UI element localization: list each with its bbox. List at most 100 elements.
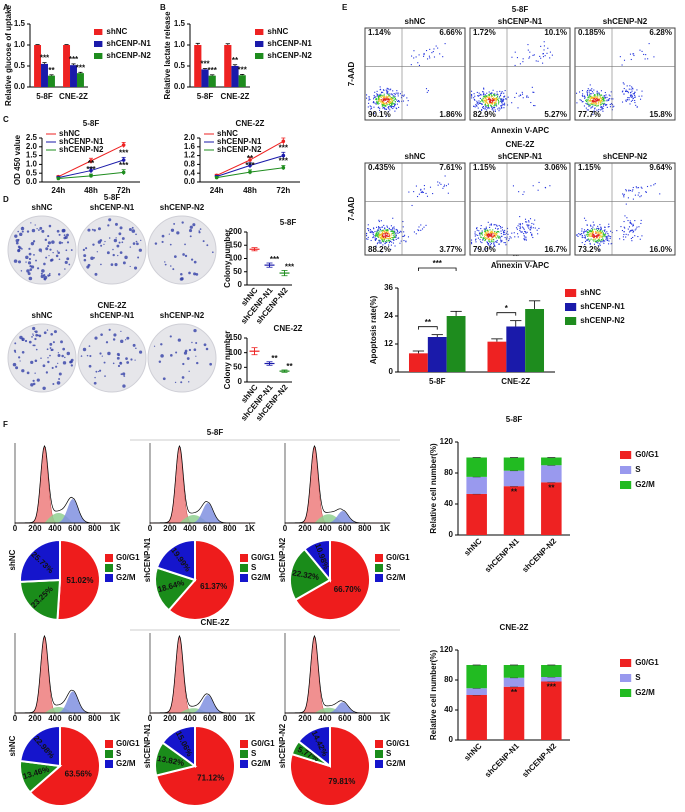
significance: *** xyxy=(245,161,255,170)
event-dot xyxy=(603,104,605,106)
colony xyxy=(58,233,61,236)
event-dot xyxy=(391,94,393,96)
event-dot xyxy=(506,104,509,106)
event-dot xyxy=(392,90,394,92)
event-dot xyxy=(379,95,382,97)
event-dot xyxy=(387,233,389,235)
event-dot xyxy=(377,101,379,103)
event-dot xyxy=(547,47,549,49)
colony xyxy=(121,237,125,240)
legend-swatch xyxy=(620,466,632,474)
event-dot xyxy=(386,87,388,89)
event-dot xyxy=(376,231,378,233)
event-dot xyxy=(538,181,540,183)
event-dot xyxy=(402,221,404,223)
event-dot xyxy=(491,232,493,234)
event-dot xyxy=(526,95,528,97)
event-dot xyxy=(482,100,484,102)
y-tick-label: 36 xyxy=(384,283,393,292)
colony xyxy=(118,354,120,357)
event-dot xyxy=(389,100,391,102)
event-dot xyxy=(377,98,379,100)
event-dot xyxy=(531,233,533,235)
event-dot xyxy=(596,109,598,111)
event-dot xyxy=(483,248,485,250)
event-dot xyxy=(583,231,585,233)
event-dot xyxy=(504,229,506,231)
legend-swatch xyxy=(255,29,264,35)
event-dot xyxy=(369,98,371,101)
significance: ** xyxy=(271,354,278,363)
event-dot xyxy=(543,41,545,43)
event-dot xyxy=(597,240,599,242)
bar-segment xyxy=(541,677,562,682)
event-dot xyxy=(378,97,380,99)
event-dot xyxy=(604,103,606,105)
x-tick-label: 0 xyxy=(13,714,18,723)
bar-segment xyxy=(541,482,562,535)
event-dot xyxy=(384,228,386,230)
event-dot xyxy=(530,232,532,234)
event-dot xyxy=(600,226,602,228)
event-dot xyxy=(533,54,535,56)
event-dot xyxy=(488,235,490,238)
event-dot xyxy=(526,224,528,226)
event-dot xyxy=(489,247,492,249)
event-dot xyxy=(589,239,591,241)
event-dot xyxy=(588,105,590,107)
event-dot xyxy=(481,230,483,232)
event-dot xyxy=(640,219,642,221)
bar-segment xyxy=(466,688,487,695)
event-dot xyxy=(480,232,482,234)
event-dot xyxy=(590,225,592,227)
event-dot xyxy=(387,98,389,100)
colony xyxy=(14,342,17,345)
event-dot xyxy=(391,105,393,108)
event-dot xyxy=(597,228,599,230)
bar xyxy=(47,75,55,87)
event-dot xyxy=(581,90,584,92)
event-dot xyxy=(420,224,422,226)
event-dot xyxy=(590,238,592,240)
colony xyxy=(32,334,34,336)
event-dot xyxy=(397,230,399,232)
event-dot xyxy=(639,196,641,198)
event-dot xyxy=(392,227,394,229)
event-dot xyxy=(383,236,385,238)
colony xyxy=(46,348,49,351)
event-dot xyxy=(407,100,409,102)
event-dot xyxy=(602,232,604,234)
event-dot xyxy=(493,93,495,95)
flow-y-label: 7-AAD xyxy=(347,62,356,87)
event-dot xyxy=(587,109,589,111)
event-dot xyxy=(581,235,583,237)
event-dot xyxy=(411,204,413,207)
chart-title: 5-8F xyxy=(506,415,523,424)
event-dot xyxy=(506,227,509,229)
x-tick-label: 24h xyxy=(210,186,224,195)
event-dot xyxy=(591,88,593,90)
legend-swatch xyxy=(240,564,248,572)
colony xyxy=(32,333,34,335)
panel-letter: D xyxy=(3,195,9,204)
event-dot xyxy=(629,189,631,192)
event-dot xyxy=(484,95,486,97)
event-dot xyxy=(416,195,419,198)
event-dot xyxy=(383,107,385,109)
legend-swatch xyxy=(375,554,383,562)
event-dot xyxy=(621,91,623,93)
event-dot xyxy=(493,99,495,101)
event-dot xyxy=(579,91,581,93)
legend-label: S xyxy=(635,673,641,682)
colony xyxy=(176,231,180,235)
colony xyxy=(124,255,128,260)
event-dot xyxy=(398,100,400,102)
event-dot xyxy=(583,95,585,97)
event-dot xyxy=(491,233,493,235)
colony xyxy=(170,354,173,357)
colony xyxy=(94,376,96,379)
event-dot xyxy=(626,85,628,87)
event-dot xyxy=(590,231,592,233)
event-dot xyxy=(491,99,493,101)
event-dot xyxy=(639,49,641,51)
